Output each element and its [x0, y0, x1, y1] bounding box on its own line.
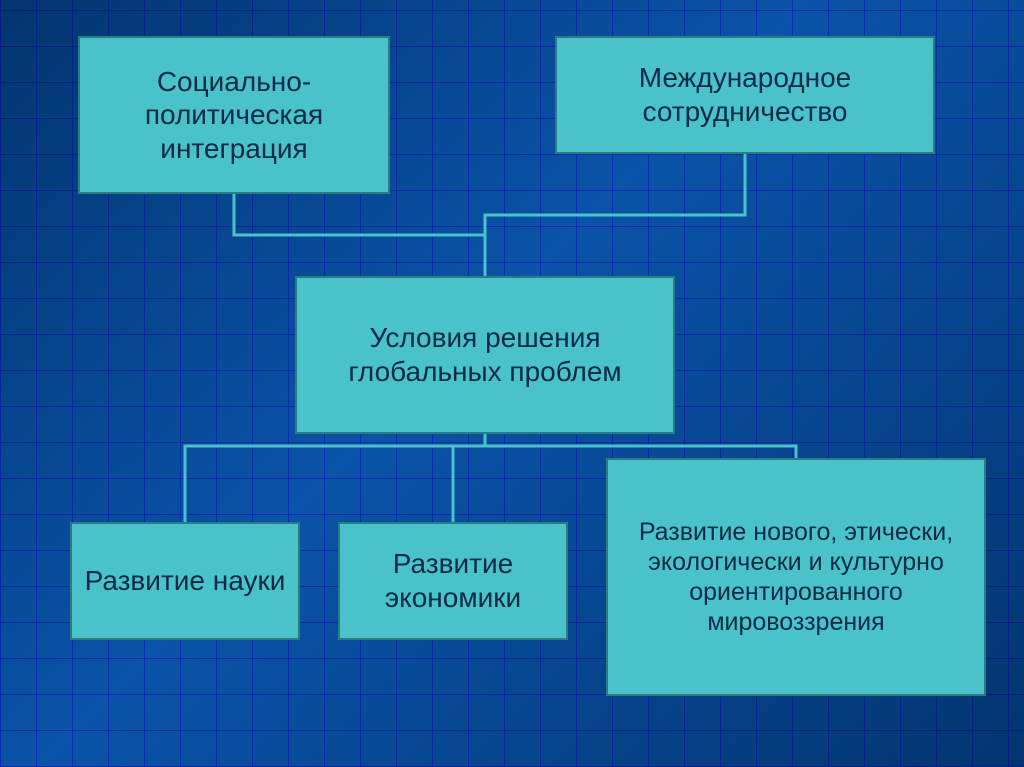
- node-label: Развитие экономики: [350, 547, 556, 614]
- node-label: Социально-политическая интеграция: [90, 65, 378, 166]
- node-international-cooperation: Международное сотрудничество: [555, 36, 935, 154]
- node-new-worldview: Развитие нового, этически, экологически …: [606, 458, 986, 696]
- node-label: Международное сотрудничество: [567, 61, 923, 128]
- node-label: Развитие науки: [85, 564, 286, 598]
- node-economy-development: Развитие экономики: [338, 522, 568, 640]
- node-conditions-center: Условия решения глобальных проблем: [295, 276, 675, 434]
- diagram-stage: Социально-политическая интеграция Междун…: [0, 0, 1024, 767]
- node-science-development: Развитие науки: [70, 522, 300, 640]
- node-label: Развитие нового, этически, экологически …: [618, 517, 974, 637]
- node-social-political-integration: Социально-политическая интеграция: [78, 36, 390, 194]
- node-label: Условия решения глобальных проблем: [307, 321, 663, 388]
